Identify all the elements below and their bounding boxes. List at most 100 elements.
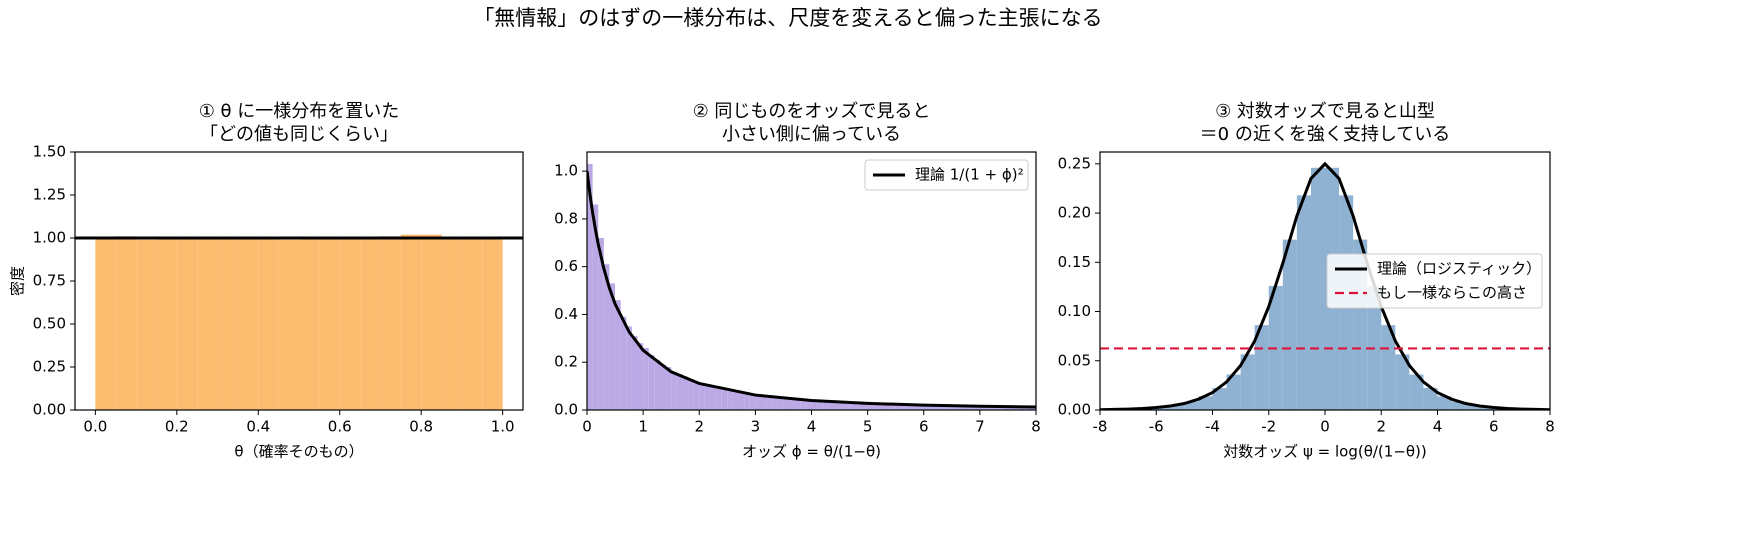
y-tick-label: 0.15	[1058, 253, 1091, 271]
y-tick-label: 0.6	[554, 257, 578, 275]
x-tick-label: 0.4	[246, 418, 270, 436]
histogram-bar	[400, 234, 422, 410]
y-tick-label: 0.05	[1058, 351, 1091, 369]
histogram-bar	[766, 396, 773, 410]
legend-box	[864, 159, 1029, 191]
histogram-bar	[1254, 325, 1269, 410]
histogram-bar	[603, 264, 610, 410]
histogram-bar	[688, 378, 694, 410]
histogram-bar	[912, 404, 919, 410]
histogram-bar	[817, 400, 823, 410]
histogram-bar	[991, 406, 997, 410]
histogram-bar	[1007, 406, 1014, 410]
histogram-bar	[1184, 401, 1199, 410]
histogram-bar	[643, 347, 649, 410]
histogram-bar	[1170, 404, 1185, 410]
histogram-bar	[671, 371, 677, 410]
x-tick-label: 6	[1489, 418, 1499, 436]
y-tick-label: 0.8	[554, 209, 578, 227]
histogram-bar	[1381, 325, 1396, 410]
histogram-bar	[360, 238, 381, 410]
y-tick-label: 1.25	[33, 186, 66, 204]
y-tick-label: 0.20	[1058, 204, 1091, 222]
x-tick-label: -2	[1261, 418, 1276, 436]
histogram-bar	[1423, 387, 1438, 410]
x-tick-label: 0.0	[83, 418, 107, 436]
histogram-bar	[197, 238, 218, 410]
histogram-bar	[1451, 401, 1466, 410]
legend-label: もし一様ならこの高さ	[1377, 284, 1527, 302]
x-axis-label: θ（確率そのもの）	[234, 443, 363, 461]
y-tick-label: 0.4	[554, 305, 578, 323]
histogram-bar	[626, 326, 632, 410]
axes-title: ② 同じものをオッズで見ると	[693, 101, 931, 122]
y-tick-label: 1.50	[33, 143, 66, 161]
histogram-bar	[1437, 396, 1452, 410]
histogram-bar	[727, 391, 733, 410]
x-tick-label: 8	[1545, 418, 1555, 436]
histogram-bar	[1465, 404, 1480, 410]
legend-label: 理論 1/(1 + ϕ)²	[915, 166, 1024, 184]
histogram-bar	[744, 393, 750, 410]
histogram-bar	[115, 236, 137, 410]
y-tick-label: 0.25	[33, 358, 66, 376]
x-tick-label: -6	[1149, 418, 1164, 436]
histogram-bar	[856, 403, 863, 410]
histogram-bar	[800, 399, 806, 410]
histogram-bar	[884, 404, 891, 410]
histogram-bar	[237, 238, 259, 410]
histogram-bar	[1002, 406, 1008, 410]
histogram-bar	[217, 238, 238, 410]
histogram-bar	[755, 395, 761, 410]
x-axis-label: オッズ ϕ = θ/(1−θ)	[742, 443, 881, 461]
histogram-bar	[890, 404, 896, 410]
histogram-bar	[873, 403, 879, 410]
histogram-bar	[648, 355, 655, 410]
histogram-bar	[901, 404, 907, 410]
histogram-bar	[1024, 406, 1031, 410]
histogram-bar	[940, 405, 947, 410]
histogram-bar	[665, 367, 672, 410]
x-tick-label: 4	[1433, 418, 1443, 436]
histogram-bar	[461, 238, 483, 410]
histogram-bar	[615, 300, 621, 410]
histogram-bar	[1409, 374, 1424, 410]
histogram-bar	[1156, 406, 1171, 410]
histogram-bar	[918, 404, 924, 410]
histogram-bar	[693, 381, 700, 410]
x-tick-label: 2	[1376, 418, 1386, 436]
histogram-bar	[862, 403, 868, 410]
histogram-bar	[985, 406, 992, 410]
y-tick-label: 0.00	[1058, 401, 1091, 419]
histogram-bar	[1479, 406, 1494, 410]
histogram-bar	[749, 394, 756, 410]
histogram-bar	[867, 403, 874, 410]
histogram-bar	[598, 238, 604, 410]
plot-area	[75, 234, 523, 410]
y-tick-label: 1.00	[33, 229, 66, 247]
histogram-bar	[421, 234, 442, 410]
histogram-bar	[794, 399, 801, 410]
legend: 理論（ロジスティック） もし一様ならこの高さ	[1326, 253, 1543, 309]
histogram-bar	[839, 402, 846, 410]
x-tick-label: 8	[1031, 418, 1041, 436]
histogram-bar	[482, 238, 503, 410]
histogram-bar	[659, 364, 666, 410]
x-tick-label: 1.0	[491, 418, 515, 436]
x-tick-label: 0.2	[165, 418, 189, 436]
histogram-bar	[1212, 387, 1227, 410]
histogram-bar	[923, 405, 930, 410]
histogram-bar	[957, 405, 964, 410]
histogram-bar	[833, 401, 840, 410]
x-tick-label: 0	[582, 418, 592, 436]
histogram-bar	[777, 397, 784, 410]
histogram-bar	[1198, 396, 1213, 410]
histogram-bar	[258, 238, 279, 410]
histogram-bar	[822, 401, 829, 410]
histogram-bar	[699, 384, 705, 410]
y-tick-label: 1.0	[554, 162, 578, 180]
histogram-bar	[996, 406, 1003, 410]
y-tick-label: 0.2	[554, 353, 578, 371]
histogram-bar	[620, 316, 627, 410]
